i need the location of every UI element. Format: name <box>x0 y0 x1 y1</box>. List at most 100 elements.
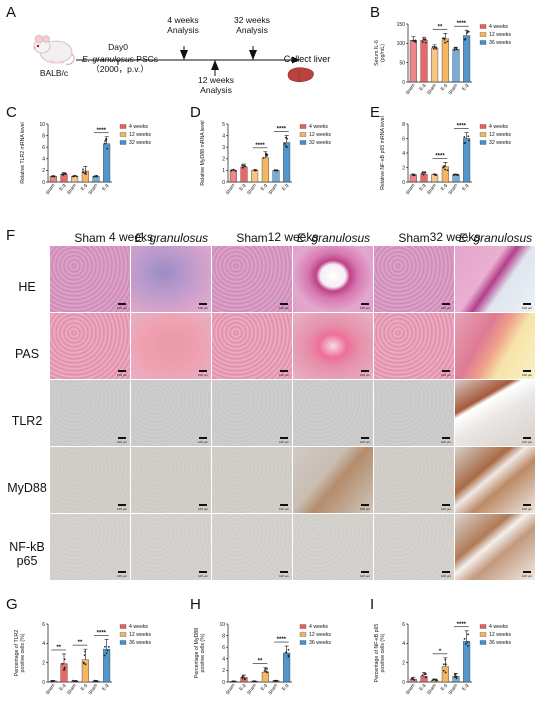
y-tick-label: 4 <box>42 641 45 647</box>
column-header-eg-32w: E. granulosus <box>458 231 533 245</box>
data-point <box>284 145 287 148</box>
scale-bar-label: 100 μm <box>522 574 533 578</box>
x-tick-label: E.g <box>101 182 109 191</box>
group-header-4-weeks: 4 weeks <box>108 230 154 244</box>
histology-image: 100 μm <box>212 447 292 513</box>
bar <box>103 143 111 183</box>
legend-swatch <box>299 132 307 137</box>
data-point <box>264 668 267 670</box>
y-tick-label: 0 <box>42 180 45 186</box>
scale-bar-label: 100 μm <box>441 574 452 578</box>
data-point <box>444 663 447 666</box>
scale-bar <box>199 504 207 506</box>
chart-svg-h: Percentage of MyD88positive cells (%) 0 2 4… <box>194 622 331 696</box>
data-point <box>453 49 456 52</box>
row-label-tlr2: TLR2 <box>11 414 43 428</box>
y-tick-label: 2 <box>402 165 405 171</box>
legend-swatch <box>299 632 307 637</box>
y-tick-label: 2 <box>222 668 225 674</box>
data-point <box>424 41 427 44</box>
data-point <box>241 164 244 167</box>
collect-liver-label: Collect liver <box>283 54 331 64</box>
data-point <box>412 678 415 681</box>
data-point <box>466 641 469 643</box>
legend-swatch <box>119 124 127 129</box>
data-point <box>51 680 54 683</box>
column-header-sham-12w: Sham <box>236 231 268 245</box>
bar <box>431 47 439 83</box>
timeline-axis <box>76 46 300 76</box>
data-point <box>75 680 78 682</box>
x-tick-label: E.g <box>58 182 66 191</box>
bar <box>283 142 291 183</box>
scale-bar-label: 100 μm <box>360 507 371 511</box>
x-tick-label: Sham <box>246 183 257 196</box>
histology-image: 100 μm <box>455 313 535 379</box>
legend-swatch <box>479 640 487 645</box>
scale-bar-label: 100 μm <box>279 440 290 444</box>
histology-image: 100 μm <box>293 380 373 446</box>
panel-letter-d: D <box>190 104 201 121</box>
data-point <box>105 138 108 141</box>
bar <box>103 648 111 683</box>
scale-bar-label: 100 μm <box>441 306 452 310</box>
histology-image: 100 μm <box>374 447 454 513</box>
histology-image: 100 μm <box>131 447 211 513</box>
scale-bar-label: 100 μm <box>360 306 371 310</box>
day0-label: Day0 <box>108 42 128 52</box>
data-point <box>467 645 469 647</box>
scale-bar <box>280 303 288 305</box>
legend-label: 4 weeks <box>129 124 148 130</box>
y-tick-label: 0 <box>222 180 225 186</box>
bar <box>261 671 269 683</box>
significance-label: **** <box>255 143 265 149</box>
data-point <box>466 32 468 34</box>
data-point <box>254 169 256 172</box>
significance-label: ** <box>78 640 83 646</box>
y-tick-label: 6 <box>42 622 45 628</box>
infection-dose: （2000，p.v.） <box>91 63 149 74</box>
data-point <box>104 645 106 648</box>
data-point <box>442 37 445 40</box>
x-tick-label: Sham <box>87 183 98 196</box>
legend-label: 12 weeks <box>129 132 151 138</box>
bar <box>463 641 471 683</box>
scale-bar <box>361 370 369 372</box>
y-tick-label: 8 <box>402 122 405 128</box>
histology-image: 100 μm <box>455 447 535 513</box>
data-point <box>96 680 99 683</box>
histology-image: 100 μm <box>212 246 292 312</box>
error-bar <box>443 162 448 167</box>
y-tick-label: 6 <box>402 136 405 142</box>
data-point <box>85 171 87 173</box>
chart-svg-i: Percentage of NF-κB p65positive cells (%… <box>374 622 511 696</box>
data-point <box>432 47 435 50</box>
data-point <box>275 679 277 682</box>
scale-bar-label: 100 μm <box>198 373 209 377</box>
legend-swatch <box>299 640 307 645</box>
panel-letter-i: I <box>370 596 375 613</box>
histology-image: 100 μm <box>374 380 454 446</box>
significance-label: ** <box>438 24 443 30</box>
y-tick-label: 4 <box>42 157 45 163</box>
data-point <box>287 648 290 651</box>
y-tick-label: 4 <box>222 657 225 663</box>
legend-swatch <box>479 32 487 37</box>
error-bar <box>464 630 469 642</box>
scale-bar <box>361 303 369 305</box>
legend-label: 32 weeks <box>489 140 511 146</box>
histology-image: 100 μm <box>50 246 130 312</box>
x-tick-label: E.g <box>281 182 289 191</box>
scale-bar-label: 100 μm <box>279 373 290 377</box>
x-tick-label: E.g <box>461 682 469 691</box>
scale-bar-label: 100 μm <box>522 440 533 444</box>
bar <box>452 48 460 83</box>
axes <box>407 24 472 83</box>
legend-swatch <box>479 24 487 29</box>
scale-bar <box>199 571 207 573</box>
y-axis-label: Relative TLR2 mRNA level <box>20 122 26 183</box>
data-point <box>442 663 445 666</box>
scale-bar-label: 100 μm <box>279 507 290 511</box>
scale-bar <box>442 370 450 372</box>
